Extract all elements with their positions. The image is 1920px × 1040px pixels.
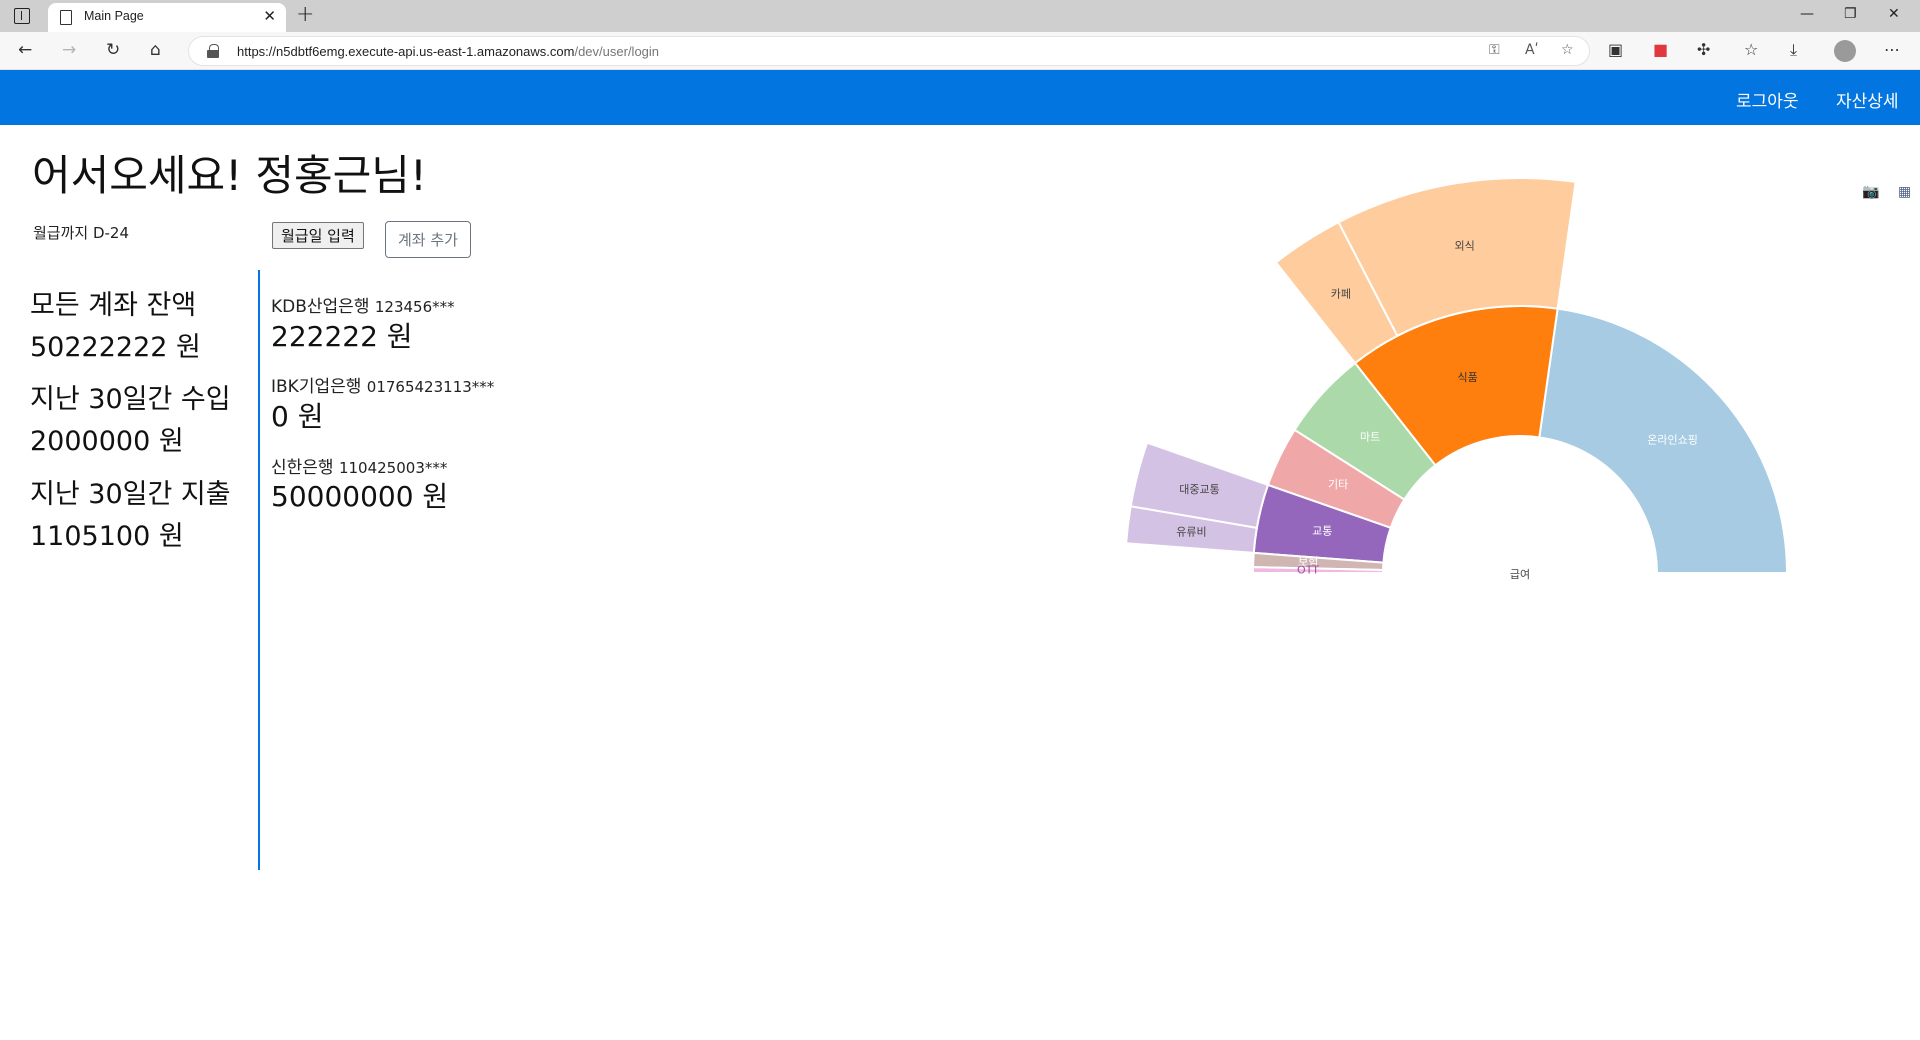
account-bank-name: KDB산업은행 123456*** bbox=[271, 297, 455, 317]
total-balance-value: 50222222 원 bbox=[30, 332, 201, 363]
favorites-list-icon[interactable]: ☆ bbox=[1744, 40, 1759, 59]
account-bank-name: 신한은행 110425003*** bbox=[271, 458, 448, 478]
collections-icon[interactable]: ▣ bbox=[1608, 40, 1624, 59]
back-icon[interactable]: ← bbox=[18, 40, 33, 60]
income-value: 2000000 원 bbox=[30, 426, 184, 457]
account-bank-name: IBK기업은행 01765423113*** bbox=[271, 377, 495, 397]
expense-label: 지난 30일간 지출 bbox=[30, 479, 231, 510]
tab-title: Main Page bbox=[84, 9, 144, 23]
sunburst-label-OTT: OTT bbox=[1297, 564, 1319, 577]
more-menu-icon[interactable]: ⋯ bbox=[1884, 40, 1900, 59]
sunburst-label-유류비: 유류비 bbox=[1176, 526, 1206, 539]
expense-value: 1105100 원 bbox=[30, 521, 184, 552]
sunburst-label-보험: 보험 bbox=[1298, 556, 1318, 569]
key-icon[interactable]: ⚿ bbox=[1489, 42, 1500, 58]
sunburst-slice-OTT[interactable] bbox=[1251, 566, 1385, 574]
sunburst-label-대중교통: 대중교통 bbox=[1179, 483, 1219, 496]
sunburst-label-온라인쇼핑: 온라인쇼핑 bbox=[1647, 434, 1698, 447]
sunburst-slice-온라인쇼핑[interactable] bbox=[1538, 307, 1789, 574]
refresh-icon[interactable]: ↻ bbox=[106, 40, 121, 60]
new-tab-icon[interactable]: + bbox=[296, 2, 315, 27]
minimize-icon[interactable]: — bbox=[1800, 6, 1814, 22]
plotly-logo-icon[interactable]: ▦ bbox=[1898, 184, 1912, 200]
forward-icon[interactable]: → bbox=[62, 40, 77, 60]
sunburst-label-마트: 마트 bbox=[1360, 431, 1380, 444]
account-balance: 0 원 bbox=[271, 400, 324, 433]
browser-tab[interactable]: Main Page ✕ bbox=[48, 3, 286, 32]
total-balance-label: 모든 계좌 잔액 bbox=[30, 290, 197, 321]
account-balance: 50000000 원 bbox=[271, 480, 449, 513]
account-number: 110425003*** bbox=[338, 459, 448, 477]
close-window-icon[interactable]: ✕ bbox=[1888, 6, 1900, 22]
tab-actions-icon[interactable] bbox=[14, 8, 30, 24]
account-number: 123456*** bbox=[374, 298, 455, 316]
home-icon[interactable]: ⌂ bbox=[150, 40, 161, 60]
browser-tab-strip: Main Page ✕ + — ❐ ✕ bbox=[0, 0, 1920, 32]
sunburst-label-카페: 카페 bbox=[1331, 288, 1351, 301]
browser-toolbar: ← → ↻ ⌂ https://n5dbtf6emg.execute-api.u… bbox=[0, 32, 1920, 70]
sunburst-label-교통: 교통 bbox=[1312, 525, 1332, 538]
account-balance: 222222 원 bbox=[271, 320, 413, 353]
income-label: 지난 30일간 수입 bbox=[30, 384, 231, 415]
account-number: 01765423113*** bbox=[366, 378, 495, 396]
url-text[interactable]: https://n5dbtf6emg.execute-api.us-east-1… bbox=[237, 44, 660, 59]
page-icon bbox=[60, 10, 72, 25]
page-title: 어서오세요! 정홍근님! bbox=[32, 151, 427, 200]
add-account-button[interactable]: 계좌 추가 bbox=[385, 221, 471, 258]
address-bar[interactable]: https://n5dbtf6emg.execute-api.us-east-1… bbox=[188, 36, 1590, 66]
camera-icon[interactable]: 📷 bbox=[1862, 184, 1880, 200]
sunburst-slice-카페[interactable] bbox=[1274, 220, 1399, 365]
section-divider bbox=[258, 270, 260, 870]
lock-icon[interactable] bbox=[207, 44, 219, 58]
logout-link[interactable]: 로그아웃 bbox=[1736, 92, 1799, 112]
sunburst-label-외식: 외식 bbox=[1455, 240, 1475, 253]
restore-icon[interactable]: ❐ bbox=[1844, 6, 1857, 22]
sunburst-label-기타: 기타 bbox=[1328, 478, 1348, 491]
sunburst-root-label: 급여 bbox=[1510, 568, 1530, 581]
sunburst-label-식품: 식품 bbox=[1457, 371, 1477, 384]
app-navbar: 로그아웃 자산상세 bbox=[0, 70, 1920, 125]
profile-avatar[interactable] bbox=[1834, 40, 1856, 62]
close-tab-icon[interactable]: ✕ bbox=[263, 7, 276, 25]
read-aloud-icon[interactable]: Aʹ bbox=[1525, 42, 1539, 58]
download-icon[interactable]: ⤓ bbox=[1790, 40, 1798, 59]
favorite-icon[interactable]: ☆ bbox=[1561, 42, 1574, 58]
asset-detail-link[interactable]: 자산상세 bbox=[1836, 92, 1899, 112]
extensions-puzzle-icon[interactable]: ✣ bbox=[1697, 40, 1711, 59]
extension-icon[interactable]: ■ bbox=[1653, 40, 1669, 59]
payday-countdown: 월급까지 D-24 bbox=[33, 224, 130, 242]
payday-input-button[interactable]: 월급일 입력 bbox=[272, 222, 364, 249]
